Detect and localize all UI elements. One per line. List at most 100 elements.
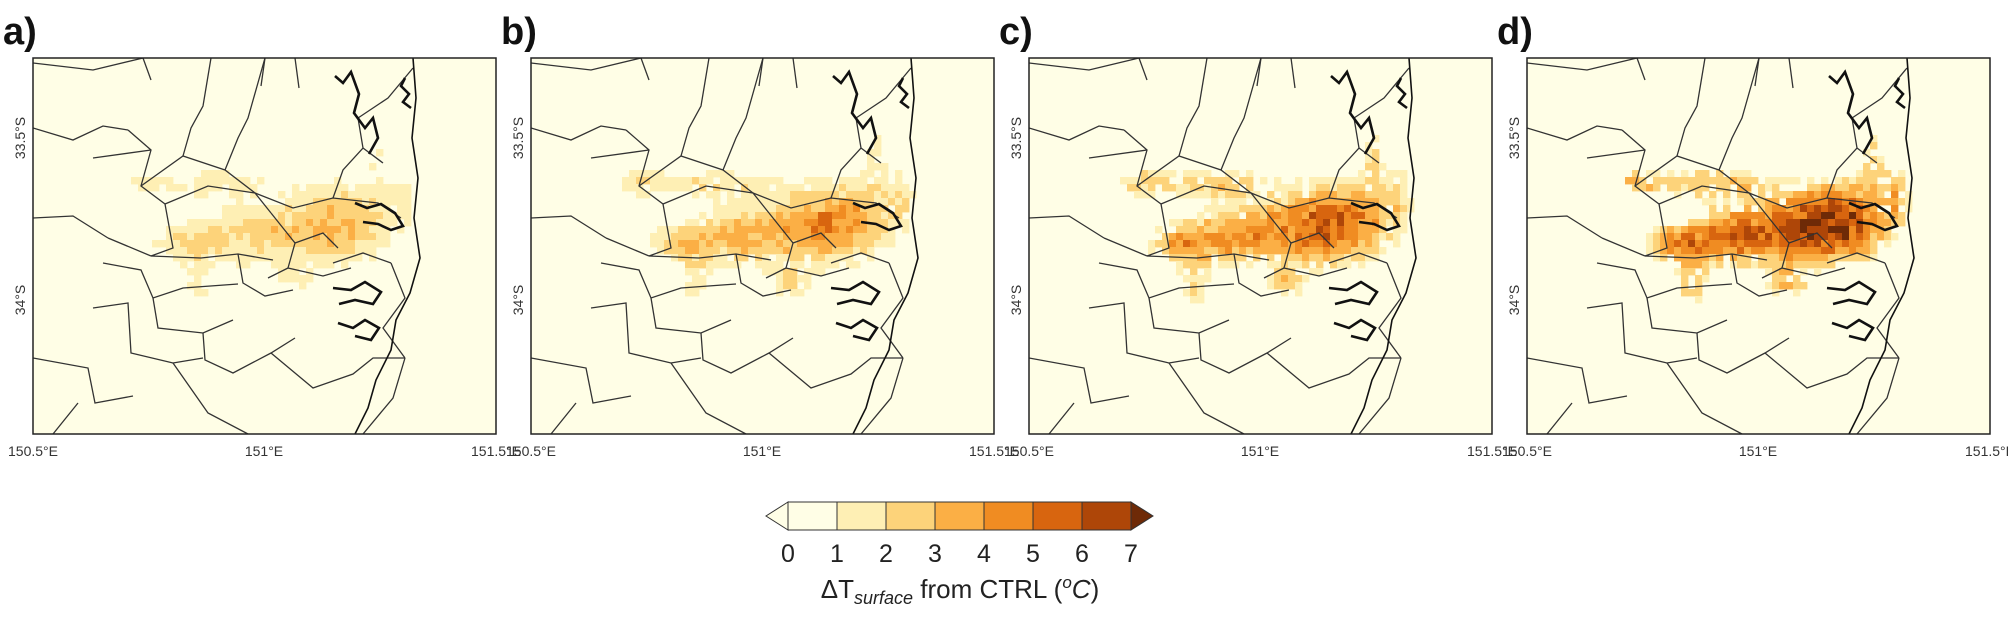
temperature-cell-71 xyxy=(776,184,784,192)
temperature-cell-446 xyxy=(1183,289,1191,297)
temperature-cell-265 xyxy=(881,226,889,234)
temperature-cell-322 xyxy=(783,240,791,248)
temperature-cell-162 xyxy=(1709,212,1717,220)
temperature-cell-314 xyxy=(229,254,237,262)
temperature-cell-128 xyxy=(776,198,784,206)
temperature-cell-419 xyxy=(1695,275,1703,283)
temperature-cell-124 xyxy=(1800,198,1808,206)
temperature-cell-206 xyxy=(1800,219,1808,227)
temperature-cell-168 xyxy=(1751,212,1759,220)
temperature-cell-29 xyxy=(194,184,202,192)
temperature-cell-148 xyxy=(1400,198,1408,206)
temperature-cell-405 xyxy=(1204,261,1212,269)
temperature-cell-190 xyxy=(250,226,258,234)
temperature-cell-163 xyxy=(825,205,833,213)
temperature-cell-89 xyxy=(1695,191,1703,199)
temperature-cell-429 xyxy=(1183,275,1191,283)
temperature-cell-171 xyxy=(355,219,363,227)
temperature-cell-346 xyxy=(1183,247,1191,255)
temperature-cell-413 xyxy=(1288,261,1296,269)
temperature-cell-113 xyxy=(1337,191,1345,199)
temperature-cell-308 xyxy=(1148,240,1156,248)
temperature-cell-217 xyxy=(1877,219,1885,227)
temperature-cell-113 xyxy=(867,191,875,199)
temperature-cell-29 xyxy=(678,177,686,185)
temperature-cell-120 xyxy=(1765,198,1773,206)
temperature-cell-48 xyxy=(383,184,391,192)
temperature-cell-301 xyxy=(334,247,342,255)
temperature-cell-352 xyxy=(1835,247,1843,255)
temperature-cell-432 xyxy=(1204,275,1212,283)
temperature-cell-191 xyxy=(257,226,265,234)
boundary-line-12 xyxy=(1601,237,1646,257)
boundary-line-7 xyxy=(722,58,764,171)
temperature-cell-130 xyxy=(790,198,798,206)
temperature-cell-398 xyxy=(1765,261,1773,269)
temperature-cell-255 xyxy=(1267,226,1275,234)
temperature-cell-106 xyxy=(1849,191,1857,199)
temperature-cell-269 xyxy=(1365,226,1373,234)
temperature-cell-396 xyxy=(1751,261,1759,269)
temperature-cell-115 xyxy=(1723,198,1731,206)
temperature-cell-276 xyxy=(1176,233,1184,241)
temperature-cell-430 xyxy=(1793,282,1801,290)
temperature-cell-322 xyxy=(1863,240,1871,248)
temperature-cell-42 xyxy=(776,177,784,185)
temperature-cell-72 xyxy=(390,191,398,199)
temperature-cell-99 xyxy=(1218,191,1226,199)
temperature-cell-218 xyxy=(804,219,812,227)
temperature-cell-349 xyxy=(187,268,195,276)
temperature-cell-228 xyxy=(1316,219,1324,227)
temperature-cell-330 xyxy=(341,254,349,262)
temperature-cell-143 xyxy=(383,212,391,220)
temperature-cell-201 xyxy=(895,212,903,220)
boundary-line-22 xyxy=(860,147,882,164)
boundary-line-23 xyxy=(792,232,837,249)
temperature-cell-348 xyxy=(1807,247,1815,255)
temperature-cell-378 xyxy=(1814,254,1822,262)
temperature-cell-435 xyxy=(790,282,798,290)
temperature-cell-9 xyxy=(636,170,644,178)
temperature-cell-138 xyxy=(846,198,854,206)
temperature-cell-215 xyxy=(194,233,202,241)
temperature-cell-114 xyxy=(1709,198,1717,206)
temperature-cell-88 xyxy=(902,184,910,192)
temperature-cell-127 xyxy=(1821,198,1829,206)
temperature-cell-355 xyxy=(306,268,314,276)
temperature-cell-227 xyxy=(1695,226,1703,234)
temperature-cell-194 xyxy=(278,226,286,234)
boundary-line-15 xyxy=(1586,302,1698,364)
temperature-cell-184 xyxy=(776,212,784,220)
coastline-2 xyxy=(852,201,903,232)
temperature-cell-213 xyxy=(1211,219,1219,227)
boundary-line-12 xyxy=(107,237,152,257)
temperature-cell-331 xyxy=(1309,240,1317,248)
temperature-cell-86 xyxy=(1379,184,1387,192)
boundary-line-3 xyxy=(590,149,650,159)
temperature-cell-70 xyxy=(1225,184,1233,192)
temperature-cell-262 xyxy=(860,226,868,234)
temperature-cell-257 xyxy=(825,226,833,234)
temperature-cell-61 xyxy=(1162,184,1170,192)
temperature-cell-271 xyxy=(1758,233,1766,241)
temperature-cell-365 xyxy=(1316,247,1324,255)
temperature-cell-406 xyxy=(1821,261,1829,269)
temperature-cell-244 xyxy=(1814,226,1822,234)
temperature-cell-387 xyxy=(1681,261,1689,269)
temperature-cell-398 xyxy=(727,261,735,269)
temperature-cell-171 xyxy=(1351,205,1359,213)
temperature-cell-236 xyxy=(341,233,349,241)
temperature-cell-99 xyxy=(1800,191,1808,199)
temperature-cell-401 xyxy=(1786,261,1794,269)
temperature-cell-124 xyxy=(1225,198,1233,206)
temperature-cell-61 xyxy=(313,191,321,199)
temperature-cell-63 xyxy=(1176,184,1184,192)
temperature-cell-3 xyxy=(874,149,882,157)
temperature-cell-205 xyxy=(355,226,363,234)
temperature-cell-309 xyxy=(1772,240,1780,248)
temperature-cell-333 xyxy=(1702,247,1710,255)
temperature-cell-253 xyxy=(222,240,230,248)
boundary-line-19 xyxy=(52,402,79,434)
temperature-cell-305 xyxy=(1744,240,1752,248)
temperature-cell-432 xyxy=(1681,289,1689,297)
